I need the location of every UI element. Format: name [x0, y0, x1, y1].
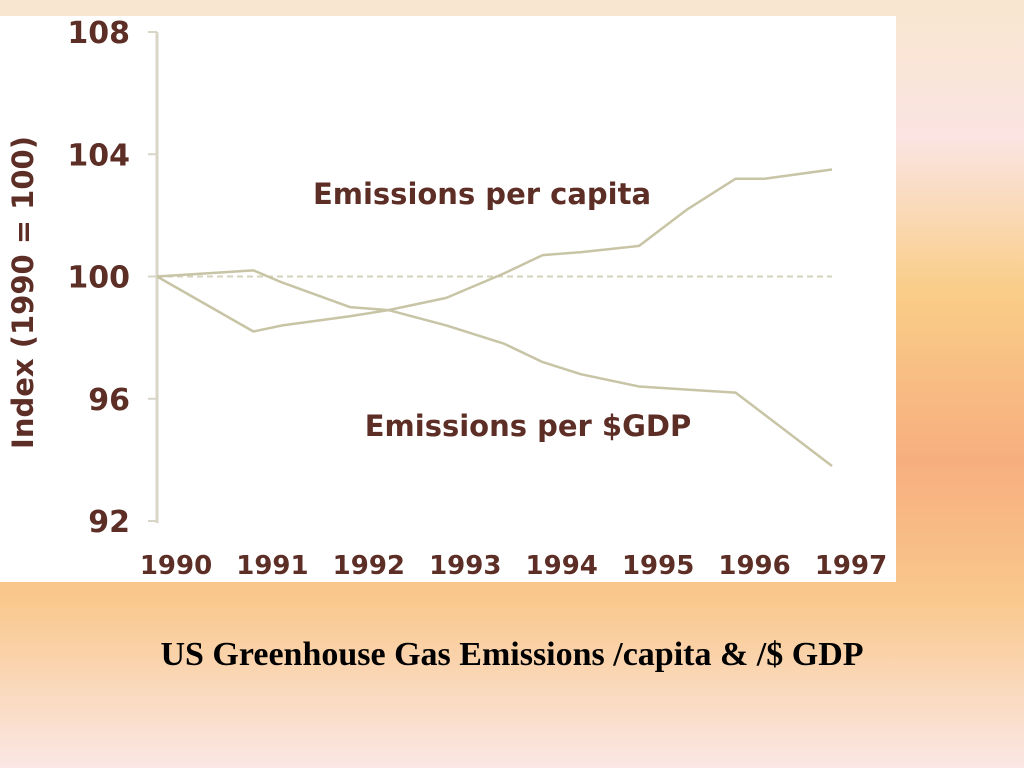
- series-line-2: [156, 269, 833, 467]
- axes: 108 104 100 96 92 Index (1990 = 100) 1990 1991 1…: [6, 16, 887, 581]
- y-tick-label: 96: [88, 383, 130, 418]
- x-tick-label: 1996: [718, 551, 790, 581]
- series-label-1: Emissions per capita: [313, 177, 651, 211]
- x-tick-label: 1993: [429, 551, 501, 581]
- y-tick-label: 100: [67, 261, 130, 296]
- series-label-2: Emissions per $GDP: [365, 409, 692, 443]
- x-tick-label: 1997: [815, 551, 887, 581]
- line-chart: 108 104 100 96 92 Index (1990 = 100) 1990 1991 1…: [6, 16, 887, 581]
- x-tick-label: 1990: [140, 551, 212, 581]
- label-layer: Emissions per capita Emissions per $GDP: [313, 177, 691, 443]
- series-layer: [156, 168, 833, 467]
- y-tick-label: 108: [67, 16, 130, 51]
- y-tick-label: 104: [67, 138, 130, 173]
- x-tick-label: 1991: [236, 551, 308, 581]
- x-tick-label: 1995: [622, 551, 694, 581]
- series-line-1: [156, 168, 833, 333]
- y-tick-label: 92: [88, 505, 130, 540]
- y-axis-title: Index (1990 = 100): [6, 136, 40, 449]
- chart-panel: 108 104 100 96 92 Index (1990 = 100) 1990 1991 1…: [0, 16, 896, 582]
- slide-caption: US Greenhouse Gas Emissions /capita & /$…: [160, 636, 864, 673]
- x-tick-label: 1992: [333, 551, 405, 581]
- x-tick-label: 1994: [526, 551, 598, 581]
